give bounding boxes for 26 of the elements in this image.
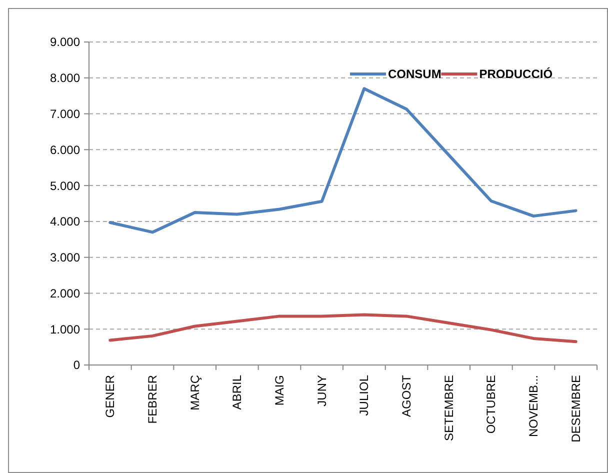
y-tick-label: 8.000 <box>50 71 80 86</box>
line-series <box>108 87 578 234</box>
y-tick-label: 0 <box>73 358 80 372</box>
x-tick-label: MAIG <box>272 375 286 406</box>
y-tick-label: 7.000 <box>50 106 80 121</box>
x-tick-label: OCTUBRE <box>484 375 498 434</box>
x-tick-label: SETEMBRE <box>442 375 456 442</box>
x-tick-label: AGOST <box>400 374 414 418</box>
y-tick-label: 9.000 <box>50 35 80 50</box>
x-tick-label: JULIOL <box>357 374 372 416</box>
y-tick-label: 2.000 <box>50 286 80 300</box>
x-tick-label: FEBRER <box>146 374 160 424</box>
line-series <box>108 313 578 344</box>
x-tick-label: GENER <box>103 374 118 418</box>
legend-label: CONSUM <box>388 67 442 82</box>
y-tick-label: 6.000 <box>50 142 80 157</box>
x-tick-label: ABRIL <box>230 374 244 410</box>
x-tick-label: JUNY <box>314 375 329 406</box>
x-tick-label: MARÇ <box>188 374 202 410</box>
y-tick-label: 5.000 <box>50 178 80 193</box>
y-tick-label: 1.000 <box>50 322 80 336</box>
x-tick-label: DESEMBRE <box>568 375 583 442</box>
legend-label: PRODUCCIÓ <box>479 67 553 82</box>
x-tick-label: NOVEMB... <box>526 375 540 438</box>
y-tick-label: 4.000 <box>50 214 80 229</box>
y-tick-label: 3.000 <box>50 250 80 265</box>
